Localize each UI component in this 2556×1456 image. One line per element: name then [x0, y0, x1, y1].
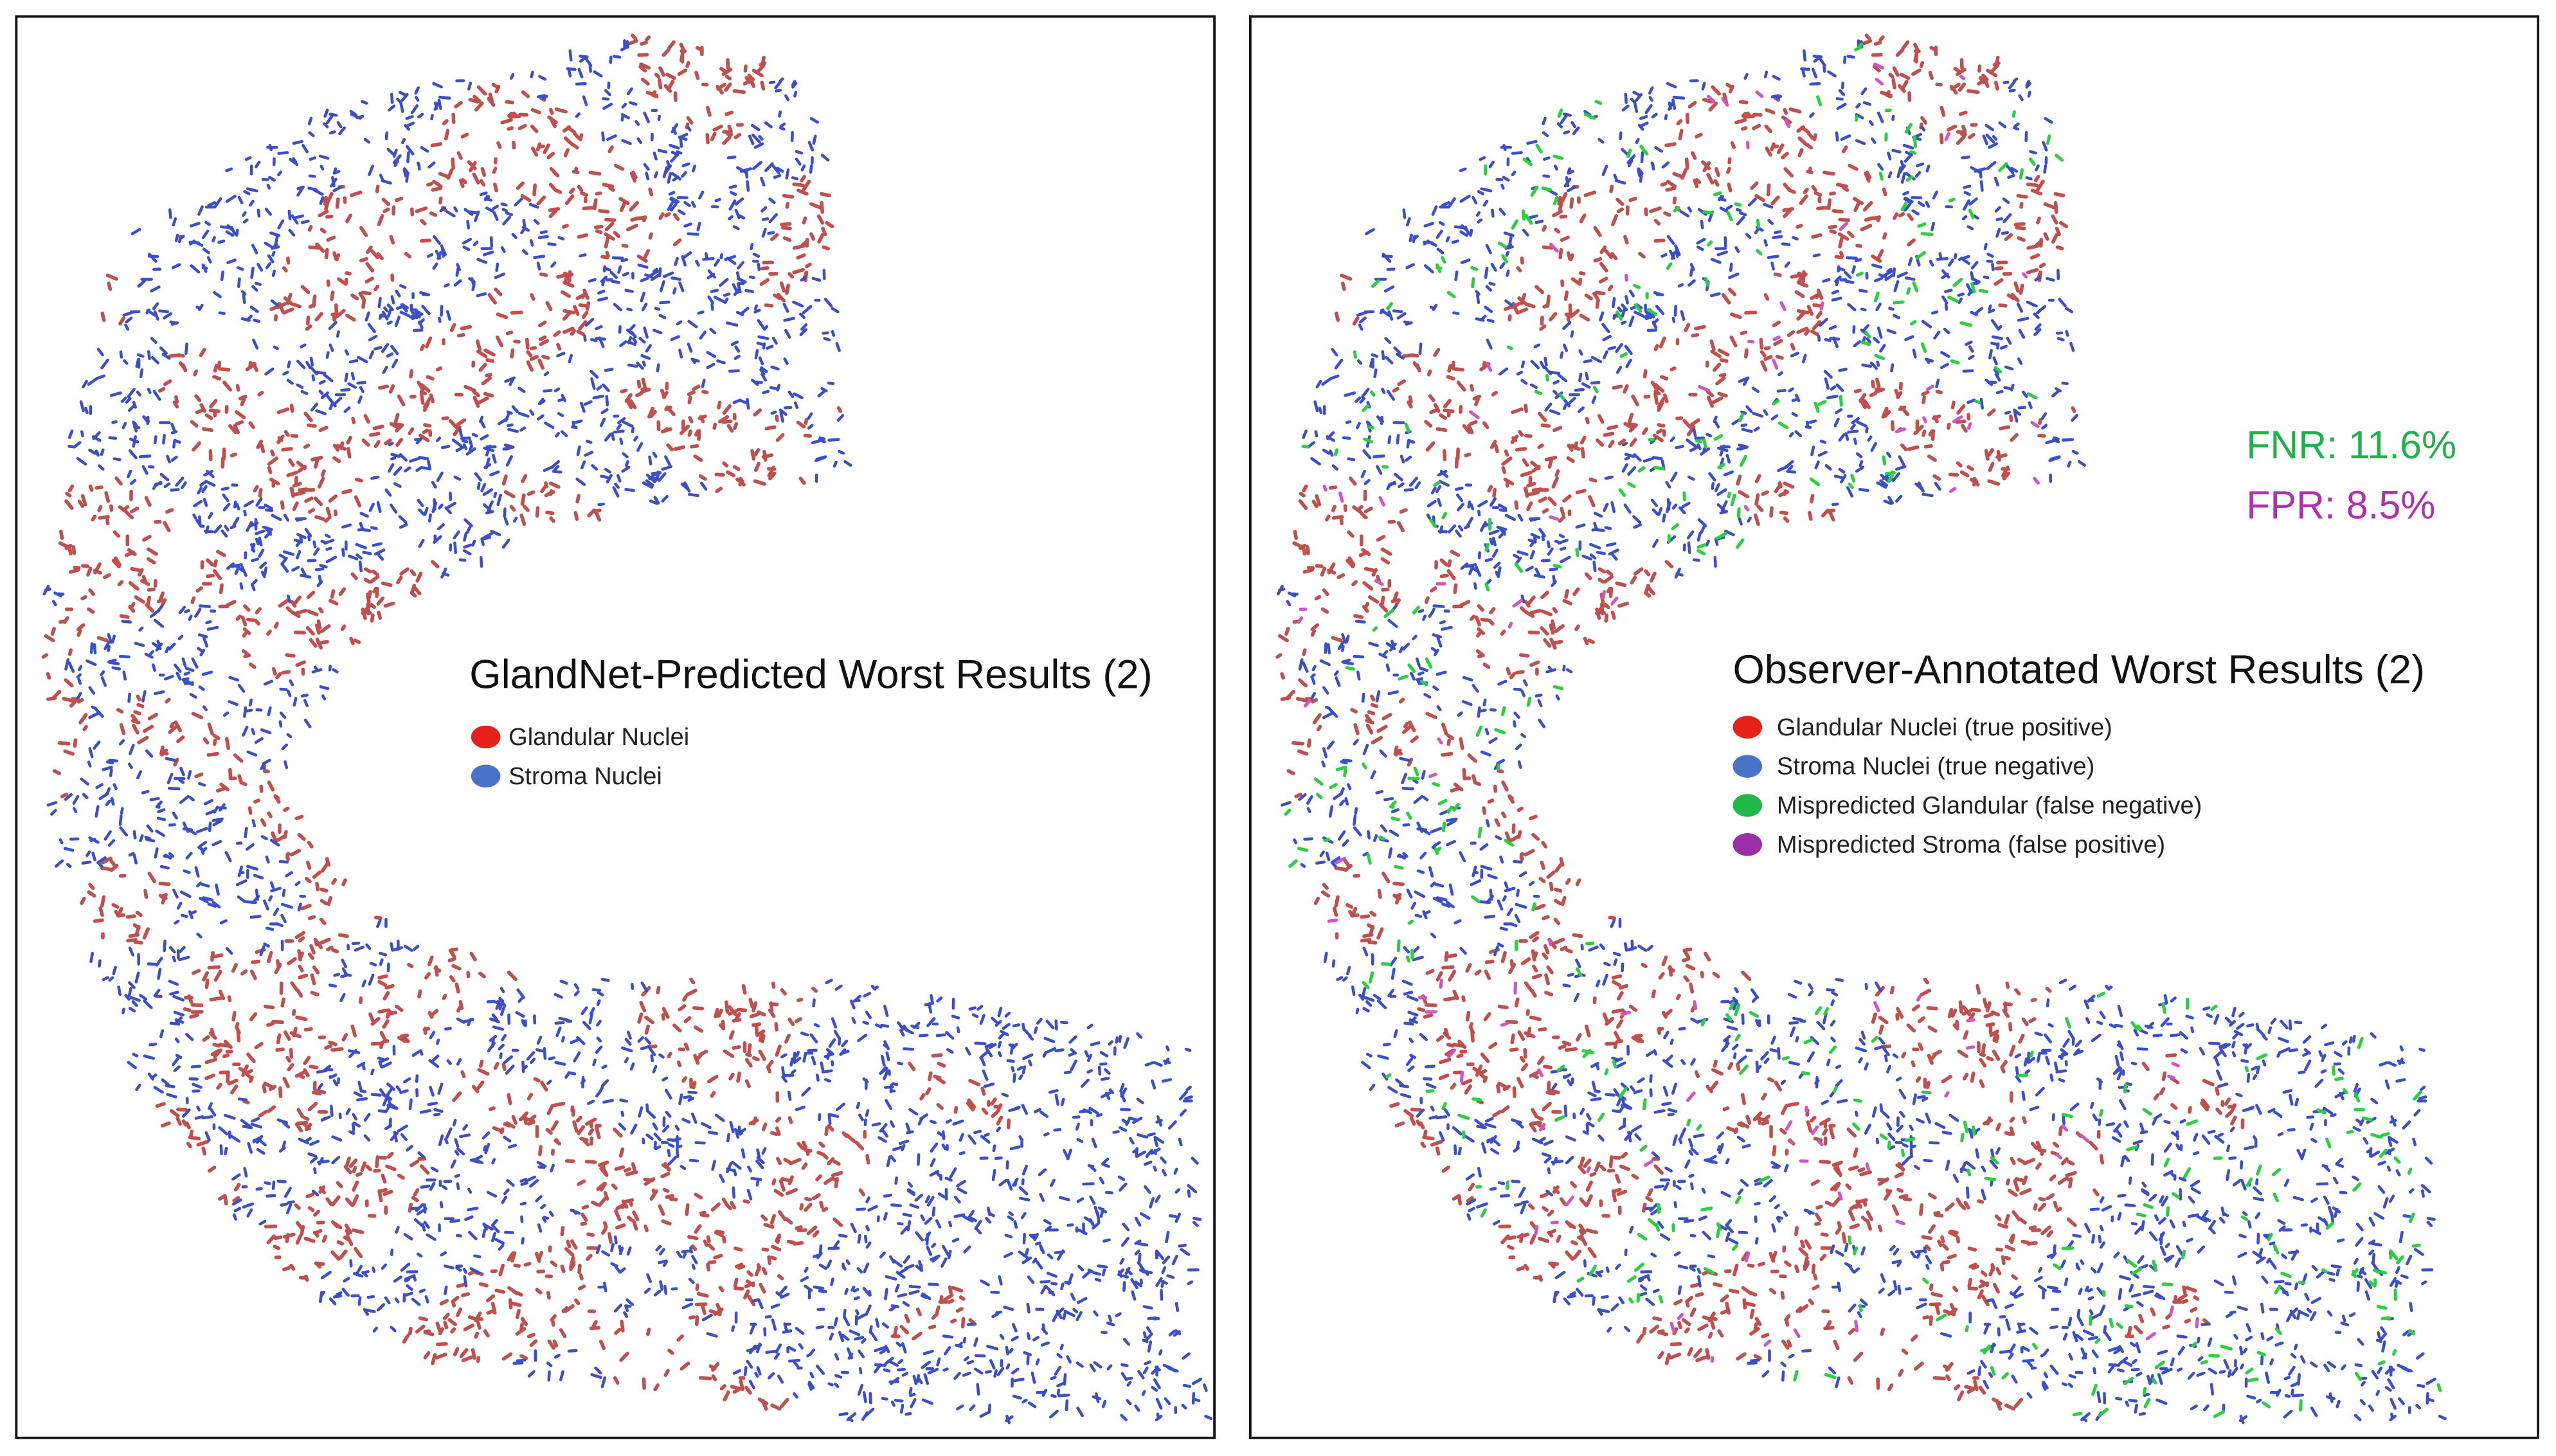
tissue-layer [41, 33, 2447, 1425]
fpr-metric: FPR: 8.5% [2246, 483, 2435, 527]
legend-label: Mispredicted Stroma (false positive) [1777, 831, 2165, 858]
left-title: GlandNet-Predicted Worst Results (2) [469, 652, 1153, 697]
legend-swatch [1733, 833, 1763, 856]
legend-label: Stroma Nuclei [509, 763, 662, 790]
legend-label: Glandular Nuclei [509, 724, 689, 751]
right-title: Observer-Annotated Worst Results (2) [1733, 647, 2425, 692]
stroma-nuclei [42, 39, 1213, 1425]
false-positive-nuclei [1297, 62, 2199, 1363]
left-panel [15, 15, 1216, 1439]
fnr-metric: FNR: 11.6% [2246, 423, 2456, 467]
legend-label: Stroma Nuclei (true negative) [1777, 753, 2094, 780]
false-negative-nuclei [1284, 42, 2442, 1418]
glandular-nuclei [41, 33, 1011, 1411]
legend-swatch [1733, 715, 1763, 739]
true-negative-nuclei [1276, 39, 2447, 1425]
true-positive-nuclei [1275, 33, 2245, 1411]
legend-label: Mispredicted Glandular (false negative) [1777, 793, 2202, 820]
legend-swatch [471, 764, 501, 788]
right-panel [1248, 15, 2540, 1439]
legend-swatch [471, 725, 501, 749]
legend-label: Glandular Nuclei (true positive) [1777, 714, 2112, 741]
legend-swatch [1733, 794, 1763, 817]
legend-swatch [1733, 755, 1763, 778]
